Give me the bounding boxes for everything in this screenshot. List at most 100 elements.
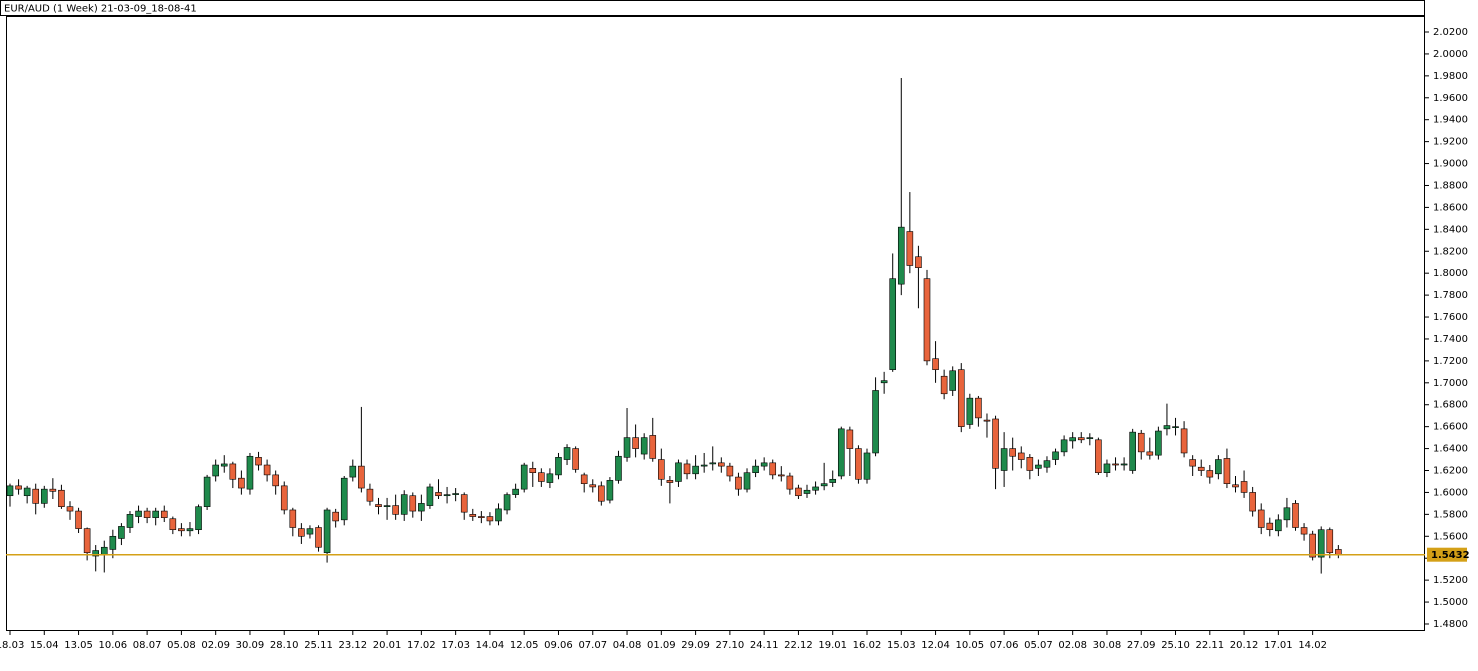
candle-body (169, 518, 177, 531)
candle-body (786, 475, 794, 490)
candle-body (863, 452, 871, 480)
x-tick-label: 18.03 (0, 640, 24, 651)
y-tick-label: 1.9800 (1433, 71, 1468, 82)
candle-body (83, 528, 91, 554)
candle-body (692, 465, 699, 475)
price-label: 1.5432 (1431, 550, 1470, 561)
x-tick-label: 29.09 (681, 640, 710, 651)
candle-body (375, 504, 382, 507)
candle-body (1120, 463, 1128, 466)
x-tick-label: 01.09 (647, 640, 676, 651)
candle-body (803, 489, 811, 494)
candle-body (1155, 430, 1162, 456)
x-tick-label: 05.07 (1024, 640, 1053, 651)
y-tick-label: 1.6400 (1433, 444, 1468, 455)
candle-body (289, 509, 297, 528)
x-tick-label: 07.07 (578, 640, 607, 651)
candle-body (332, 511, 339, 522)
candle-body (1275, 519, 1282, 532)
candle-body (1189, 459, 1196, 467)
candle-body (906, 231, 914, 266)
candle-body (512, 488, 519, 495)
candle-body (837, 428, 845, 477)
y-tick-label: 1.7600 (1433, 312, 1468, 323)
price-label-box (1427, 547, 1467, 562)
y-tick-label: 1.7200 (1433, 356, 1468, 367)
candle-body (1137, 432, 1145, 453)
candle-body (1197, 466, 1205, 471)
candle-body (880, 380, 888, 384)
candle-body (383, 505, 391, 507)
candle-body (323, 509, 331, 554)
candle-body (6, 485, 14, 497)
x-tick-label: 28.10 (270, 640, 299, 651)
y-tick-label: 1.7000 (1433, 378, 1468, 389)
candle-body (460, 494, 468, 513)
candle-body (1283, 507, 1291, 521)
y-tick-label: 1.8400 (1433, 224, 1468, 235)
candle-body (392, 505, 399, 515)
candle-body (529, 468, 537, 474)
x-tick-label: 07.06 (990, 640, 1019, 651)
candle-body (538, 472, 545, 482)
candle-body (726, 465, 734, 477)
candle-body (340, 477, 348, 521)
x-tick-label: 02.08 (1058, 640, 1087, 651)
y-tick-label: 1.5200 (1433, 575, 1468, 586)
candle-body (229, 463, 237, 480)
chart-title: EUR/AUD (1 Week) 21-03-09_18-08-41 (4, 4, 197, 15)
candle-body (709, 462, 717, 465)
x-tick-label: 19.01 (818, 640, 847, 651)
x-tick-label: 12.04 (921, 640, 950, 651)
x-tick-label: 15.03 (887, 640, 916, 651)
candle-body (315, 527, 322, 548)
candle-body (1180, 428, 1188, 454)
candle-body (777, 474, 785, 477)
x-tick-label: 14.04 (476, 640, 505, 651)
candle-body (752, 465, 759, 474)
candle-body (1129, 431, 1136, 471)
candle-body (358, 465, 365, 489)
y-tick-label: 1.6000 (1433, 487, 1468, 498)
candle-body (186, 528, 194, 532)
y-tick-label: 1.9600 (1433, 93, 1468, 104)
x-tick-label: 10.06 (99, 640, 128, 651)
x-tick-label: 20.12 (1230, 640, 1259, 651)
candle-body (1317, 529, 1325, 558)
x-tick-label: 23.12 (338, 640, 367, 651)
candle-body (872, 390, 879, 454)
x-tick-label: 20.01 (373, 640, 402, 651)
candle-body (658, 459, 665, 480)
x-tick-label: 17.01 (1264, 640, 1293, 651)
candle-body (486, 516, 494, 522)
x-tick-label: 25.11 (304, 640, 333, 651)
y-tick-label: 1.8800 (1433, 180, 1468, 191)
candle-body (889, 278, 897, 370)
candle-body (812, 486, 819, 491)
candle-body (1043, 460, 1051, 468)
candle-body (606, 480, 614, 501)
candle-body (1112, 463, 1119, 466)
candle-body (1232, 484, 1239, 488)
x-tick-label: 27.09 (1127, 640, 1156, 651)
candle-body (1240, 481, 1248, 493)
candle-body (1060, 439, 1068, 453)
candle-body (15, 485, 22, 490)
candle-body (1215, 459, 1222, 475)
candle-body (949, 370, 957, 391)
candle-body (915, 256, 922, 269)
candle-body (1309, 533, 1316, 558)
x-tick-label: 14.02 (1298, 640, 1327, 651)
candle-body (615, 455, 622, 481)
candle-body (1335, 549, 1342, 556)
candle-body (1163, 425, 1171, 430)
candle-body (580, 474, 588, 484)
candle-body (263, 464, 271, 476)
x-tick-label: 10.05 (956, 640, 985, 651)
candle-body (1223, 458, 1231, 484)
candle-body (1300, 527, 1308, 535)
x-tick-label: 30.09 (236, 640, 265, 651)
candle-body (126, 514, 134, 528)
candle-body (683, 463, 691, 475)
candle-body (1206, 470, 1214, 478)
